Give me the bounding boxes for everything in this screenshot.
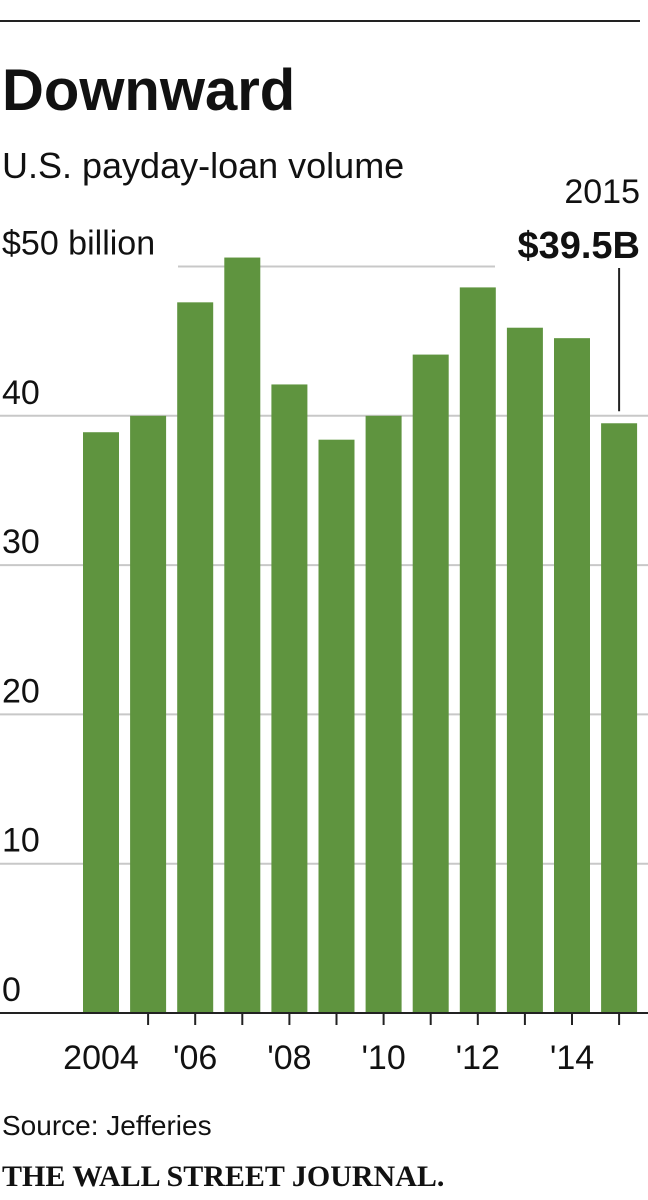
bar: [271, 384, 308, 1013]
x-tick-label: '10: [361, 1039, 405, 1077]
y-tick-label: 20: [2, 672, 40, 710]
y-tick-label: 40: [2, 374, 40, 412]
bar: [365, 415, 402, 1013]
bar: [412, 354, 449, 1013]
y-tick-label: $50 billion: [2, 225, 155, 263]
bar: [177, 302, 214, 1013]
annotation-title: 2015: [564, 173, 640, 211]
bar: [554, 338, 590, 1013]
y-tick-label: 10: [2, 822, 40, 860]
bar: [506, 327, 543, 1013]
x-tick-label: '12: [456, 1039, 500, 1077]
x-tick-label: '06: [173, 1039, 217, 1077]
bar: [318, 439, 355, 1013]
publisher: THE WALL STREET JOURNAL.: [2, 1160, 444, 1193]
y-tick-label: 0: [2, 971, 21, 1009]
annotation-text: $39.5B: [517, 225, 640, 267]
bar: [459, 287, 496, 1014]
x-tick-label: '14: [550, 1039, 594, 1077]
chart-title: Downward: [2, 58, 295, 123]
source: Source: Jefferies: [2, 1110, 212, 1141]
bar: [224, 257, 261, 1013]
x-tick-label: 2004: [63, 1039, 139, 1077]
bar: [601, 423, 638, 1013]
chart-subtitle: U.S. payday-loan volume: [2, 145, 404, 186]
y-tick-label: 30: [2, 523, 40, 561]
bar: [130, 415, 167, 1013]
x-tick-label: '08: [267, 1039, 311, 1077]
bar: [83, 432, 119, 1013]
